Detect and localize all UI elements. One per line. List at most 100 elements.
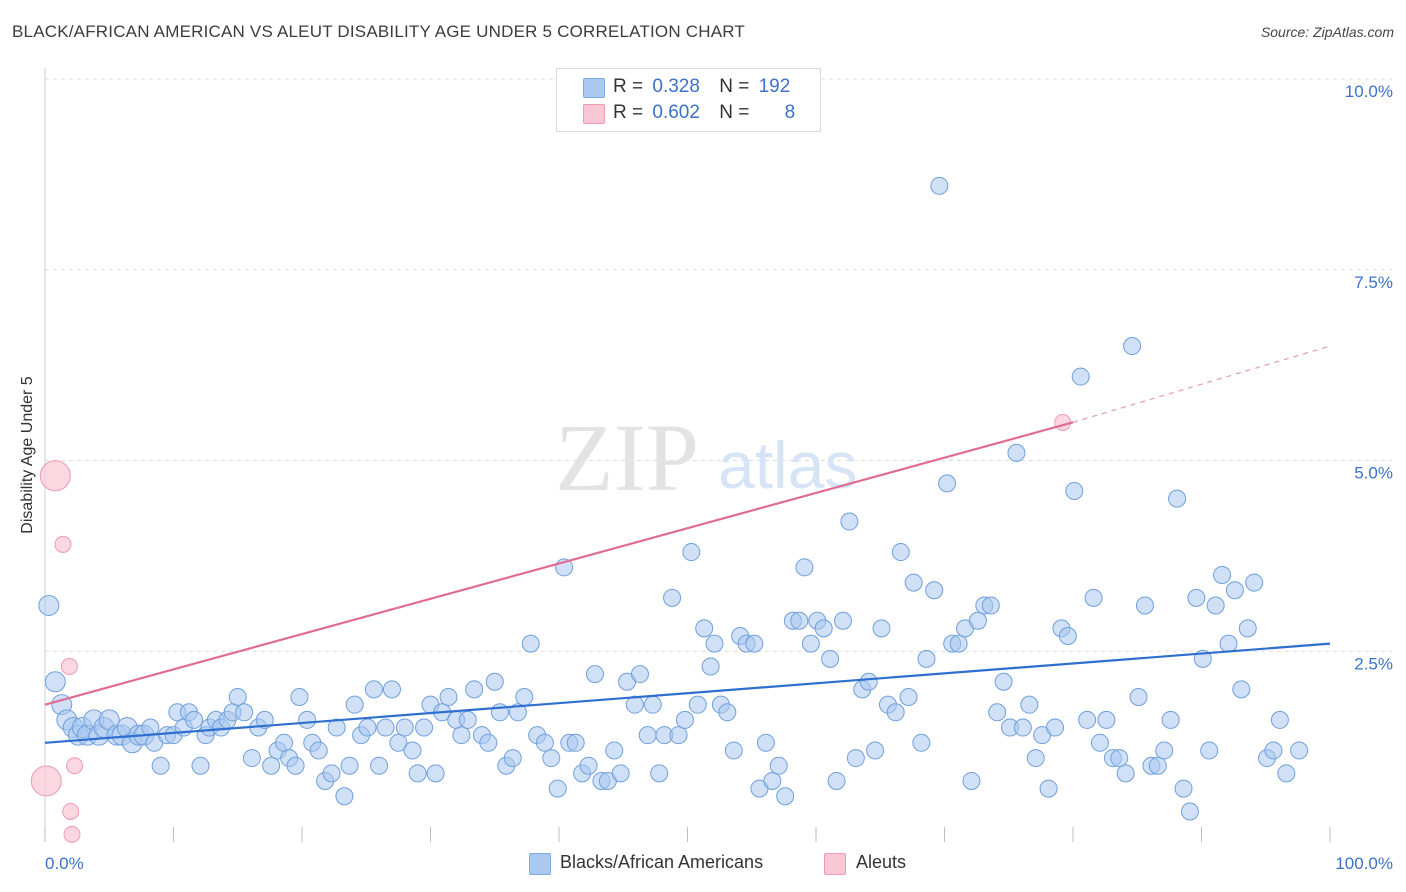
data-point-blacks [745, 634, 764, 653]
data-point-blacks [630, 665, 649, 684]
data-point-aleuts [39, 460, 71, 492]
bottom-legend-swatch-blue [529, 853, 551, 875]
data-point-blacks [566, 733, 585, 752]
series-blacks-points [38, 176, 1309, 821]
data-point-blacks [521, 634, 540, 653]
data-point-blacks [801, 634, 820, 653]
legend-n-value: 192 [758, 76, 791, 97]
data-point-blacks [515, 688, 534, 707]
data-point-blacks [821, 649, 840, 668]
data-point-blacks [1071, 367, 1090, 386]
data-point-blacks [724, 741, 743, 760]
data-point-blacks [322, 764, 341, 783]
data-point-blacks [485, 672, 504, 691]
legend-row-pink: R = 0.602 N = 8 [613, 102, 795, 124]
data-point-blacks [309, 741, 328, 760]
data-point-blacks [1039, 779, 1058, 798]
data-point-blacks [395, 718, 414, 737]
watermark-atlas: atlas [718, 428, 857, 502]
legend-n-label: N = [719, 76, 750, 97]
data-point-blacks [795, 558, 814, 577]
axes [44, 68, 1331, 842]
data-point-blacks [1026, 749, 1045, 768]
data-point-blacks [185, 710, 204, 729]
bottom-legend-aleuts: Aleuts [856, 852, 907, 872]
data-point-blacks [663, 588, 682, 607]
data-point-blacks [1007, 443, 1026, 462]
legend-n-label: N = [719, 102, 750, 123]
data-point-blacks [327, 718, 346, 737]
data-point-blacks [358, 718, 377, 737]
data-point-blacks [542, 749, 561, 768]
data-point-blacks [962, 771, 981, 790]
data-point-blacks [1213, 565, 1232, 584]
data-point-blacks [1180, 802, 1199, 821]
data-point-blacks [1238, 619, 1257, 638]
data-point-blacks [776, 787, 795, 806]
data-point-blacks [1097, 710, 1116, 729]
data-point-blacks [833, 611, 852, 630]
chart-title: BLACK/AFRICAN AMERICAN VS ALEUT DISABILI… [12, 22, 745, 41]
bottom-legend-blacks: Blacks/African Americans [560, 852, 764, 872]
data-point-blacks [912, 733, 931, 752]
data-point-aleuts [62, 802, 80, 820]
data-point-blacks [290, 688, 309, 707]
data-point-blacks [988, 703, 1007, 722]
data-point-blacks [255, 710, 274, 729]
data-point-blacks [38, 594, 60, 616]
data-point-blacks [605, 741, 624, 760]
data-point-blacks [439, 688, 458, 707]
data-point-blacks [688, 695, 707, 714]
trend-line-aleuts-extension [1072, 345, 1331, 423]
data-point-blacks [1264, 741, 1283, 760]
data-point-blacks [452, 726, 471, 745]
data-point-blacks [340, 756, 359, 775]
data-point-blacks [1078, 710, 1097, 729]
data-point-blacks [415, 718, 434, 737]
grid-lines [45, 78, 1392, 652]
data-point-blacks [370, 756, 389, 775]
data-point-blacks [925, 581, 944, 600]
data-point-blacks [235, 703, 254, 722]
data-point-blacks [701, 657, 720, 676]
data-point-blacks [994, 672, 1013, 691]
y-tick-label: 7.5% [1354, 273, 1393, 292]
data-point-blacks [638, 726, 657, 745]
data-point-blacks [1123, 337, 1142, 356]
data-point-blacks [949, 634, 968, 653]
legend-n-value: 8 [784, 102, 796, 123]
y-tick-label: 10.0% [1345, 82, 1393, 101]
data-point-blacks [1065, 482, 1084, 501]
data-point-blacks [465, 680, 484, 699]
tick-labels: 2.5% 5.0% 7.5% 10.0% 0.0% 100.0% [45, 82, 1393, 873]
data-point-blacks [891, 543, 910, 562]
data-point-blacks [335, 787, 354, 806]
data-point-blacks [298, 710, 317, 729]
data-point-blacks [1020, 695, 1039, 714]
data-point-blacks [1110, 749, 1129, 768]
data-point-blacks [695, 619, 714, 638]
data-point-blacks [675, 710, 694, 729]
data-point-blacks [364, 680, 383, 699]
data-point-blacks [981, 596, 1000, 615]
data-point-blacks [151, 756, 170, 775]
data-point-blacks [938, 474, 957, 493]
y-tick-label: 5.0% [1354, 464, 1393, 483]
data-point-blacks [242, 749, 261, 768]
data-point-aleuts [60, 658, 78, 676]
data-point-blacks [899, 688, 918, 707]
bottom-legend-swatch-pink [824, 853, 846, 875]
data-point-blacks [718, 703, 737, 722]
data-point-blacks [643, 695, 662, 714]
data-point-blacks [769, 756, 788, 775]
data-point-blacks [669, 726, 688, 745]
data-point-blacks [917, 649, 936, 668]
data-point-blacks [1148, 756, 1167, 775]
data-point-blacks [1168, 489, 1187, 508]
data-point-blacks [44, 671, 66, 693]
legend-swatch-blue [583, 78, 605, 98]
legend-row-blue: R = 0.328 N = 192 [613, 76, 790, 98]
trend-line-blacks [44, 642, 1331, 744]
data-point-blacks [228, 688, 247, 707]
data-point-blacks [389, 733, 408, 752]
